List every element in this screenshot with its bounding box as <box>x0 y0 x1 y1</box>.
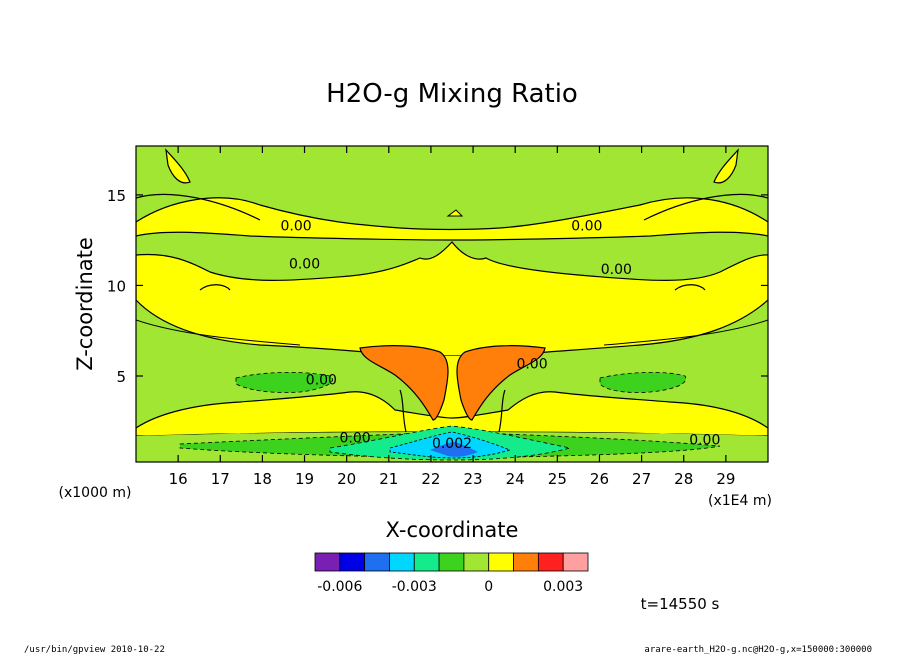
x-unit-label: (x1E4 m) <box>708 493 772 509</box>
contour-label: 0.00 <box>289 257 320 273</box>
x-tick-label: 24 <box>506 470 525 488</box>
colorbar-swatch <box>389 552 415 572</box>
contour-label: 0.00 <box>516 356 547 372</box>
x-axis-label: X-coordinate <box>386 518 519 542</box>
upper-contour-line <box>136 193 768 221</box>
x-tick-label: 22 <box>421 470 440 488</box>
plot-frame <box>135 145 769 463</box>
contour-field <box>136 146 768 462</box>
contour-label: 0.00 <box>281 219 312 235</box>
contour-label: 0.00 <box>340 431 371 447</box>
colorbar-swatch <box>339 552 366 572</box>
y-tick-label: 15 <box>107 187 126 205</box>
footer-right: arare-earth_H2O-g.nc@H2O-g,x=150000:3000… <box>644 645 872 654</box>
lower-yellow-layer <box>136 391 768 437</box>
x-tick-label: 29 <box>716 470 735 488</box>
x-tick-label: 26 <box>590 470 609 488</box>
x-tick-label: 19 <box>295 470 314 488</box>
corner-yellow-left <box>165 148 191 184</box>
contour-label: 0.00 <box>689 432 720 448</box>
green-patch-right <box>599 371 687 393</box>
y-axis-label: Z-coordinate <box>73 237 97 371</box>
colorbar-ticks: -0.006 -0.003 0 0.003 <box>317 579 583 595</box>
colorbar-tick-label: 0.003 <box>543 579 583 595</box>
x-tick-label: 28 <box>674 470 693 488</box>
footer-left: /usr/bin/gpview 2010-10-22 <box>24 645 165 654</box>
contour-label: 0.00 <box>601 262 632 278</box>
colorbar-swatch <box>513 552 539 572</box>
colorbar-swatch <box>413 552 440 572</box>
x-tick-label: 16 <box>169 470 188 488</box>
x-tick-label: 25 <box>548 470 567 488</box>
y-tick-label: 5 <box>116 368 126 386</box>
orange-lobe-left <box>359 345 449 421</box>
colorbar-swatch <box>488 552 514 572</box>
orange-lobe-right <box>456 345 546 421</box>
contour-labels: 0.00 0.00 0.00 0.00 0.00 0.00 0.00 0.002 0.00 <box>281 219 721 452</box>
x-tick-label: 21 <box>379 470 398 488</box>
x-tick-label: 20 <box>337 470 356 488</box>
y-axis: 5 10 15 <box>107 187 768 386</box>
bottom-blue-core <box>430 442 478 457</box>
contour-label: 0.00 <box>306 373 337 389</box>
x-tick-label: 27 <box>632 470 651 488</box>
colorbar-swatch <box>314 552 341 572</box>
green-patch-left <box>235 371 333 393</box>
upper-yellow-band <box>136 197 768 241</box>
x-tick-label: 17 <box>211 470 230 488</box>
colorbar-swatch <box>438 552 465 572</box>
time-label: t=14550 s <box>641 595 720 613</box>
y-tick-label: 10 <box>107 277 126 295</box>
y-unit-label: (x1000 m) <box>59 485 132 501</box>
colorbar-tick-label: -0.006 <box>317 579 362 595</box>
colorbar-swatch <box>562 552 589 572</box>
colorbar-tick-label: -0.003 <box>392 579 437 595</box>
colorbar-tick-label: 0 <box>484 579 493 595</box>
colorbar-swatch <box>364 552 390 572</box>
contour-label: 0.002 <box>432 436 472 452</box>
chart-title: H2O-g Mixing Ratio <box>326 79 578 109</box>
corner-yellow-right <box>713 148 739 184</box>
colorbar-swatch <box>537 552 564 572</box>
contour-label: 0.00 <box>571 219 602 235</box>
colorbar-swatch <box>463 552 490 572</box>
colorbar <box>314 552 589 572</box>
x-axis: 16 17 18 19 20 21 22 23 24 25 26 27 28 29 <box>169 146 735 488</box>
x-tick-label: 18 <box>253 470 272 488</box>
x-tick-label: 23 <box>464 470 483 488</box>
